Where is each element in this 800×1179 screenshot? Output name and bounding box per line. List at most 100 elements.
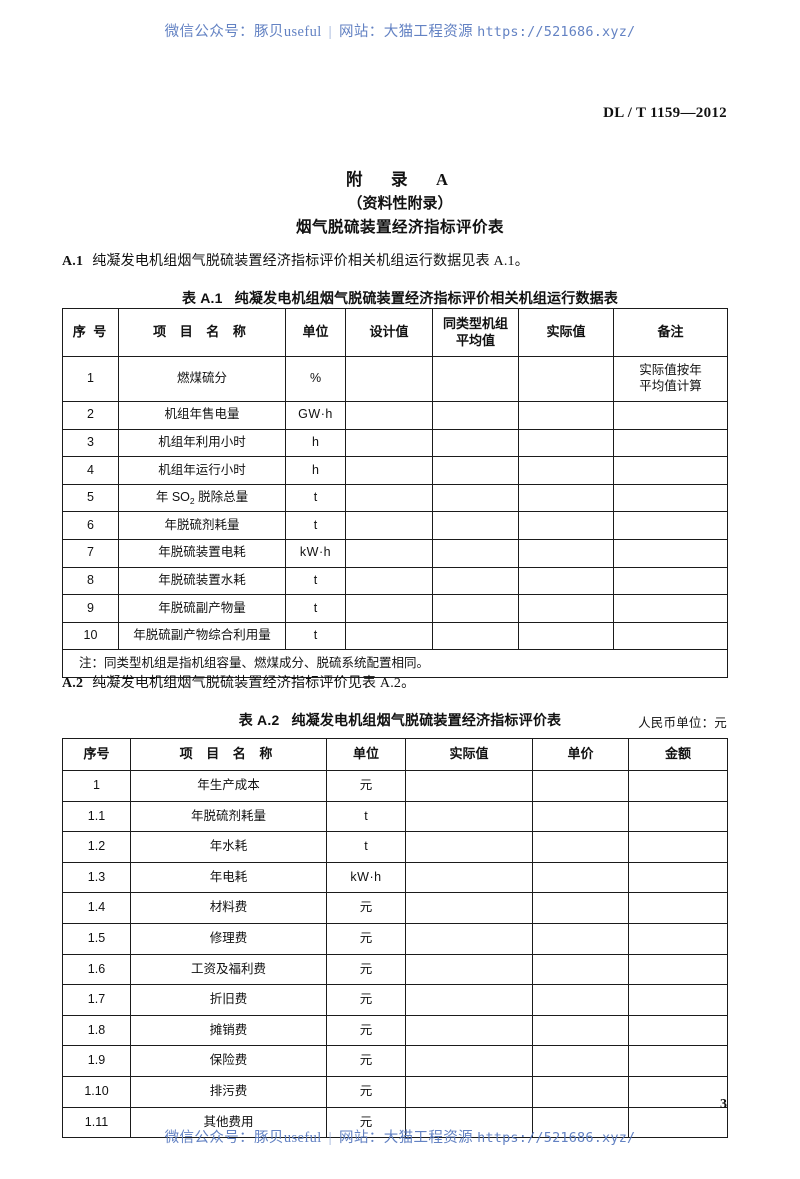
annex-subtitle: （资料性附录）: [347, 195, 453, 212]
watermark-top: 微信公众号：豚贝useful | 网站：大猫工程资源 https://521686.…: [0, 20, 800, 41]
cell-item: 机组年运行小时: [118, 456, 286, 485]
cell-actual: [405, 1045, 533, 1077]
table-a2-caption-number: 表 A.2: [238, 712, 280, 728]
col-header-actual: 实际值: [518, 308, 614, 357]
cell-average: [432, 511, 519, 540]
col-header-design: 设计值: [345, 308, 433, 357]
cell-item: 年脱硫装置电耗: [118, 538, 286, 568]
cell-seq: 1.4: [62, 892, 131, 924]
cell-seq: 1: [62, 770, 131, 802]
cell-price: [532, 1045, 629, 1077]
table-row: 3 机组年利用小时 h: [62, 428, 728, 458]
cell-design: [345, 621, 433, 651]
cell-seq: 7: [62, 538, 119, 568]
watermark-separator: |: [328, 24, 332, 40]
cell-item: 其他费用: [130, 1106, 327, 1139]
cell-amount: [628, 770, 728, 802]
watermark-wechat-name: 豚贝useful: [254, 1130, 322, 1146]
col-header-item: 项 目 名 称: [130, 738, 327, 771]
cell-amount: [628, 1075, 728, 1108]
table-row: 1.10 排污费 元: [62, 1075, 728, 1108]
cell-average: [432, 401, 519, 430]
table-row: 1.9 保险费 元: [62, 1045, 728, 1077]
table-row: 1.1 年脱硫剂耗量 t: [62, 800, 728, 833]
table-a1-caption-number: 表 A.1: [181, 290, 223, 306]
table-a2-caption-text: 纯凝发电机组烟气脱硫装置经济指标评价表: [291, 712, 562, 728]
cell-price: [532, 861, 629, 894]
cell-price: [532, 1014, 629, 1047]
table-row: 1 燃煤硫分 % 实际值按年 平均值计算: [62, 356, 728, 402]
cell-unit: GW·h: [285, 401, 346, 430]
table-a1-header-row: 序 号 项 目 名 称 单位 设计值 同类型机组 平均值 实际值 备注: [62, 308, 728, 357]
cell-unit: 元: [326, 984, 406, 1016]
cell-price: [532, 922, 629, 955]
cell-actual: [518, 594, 614, 623]
cell-item: 修理费: [130, 922, 327, 955]
cell-item: 年电耗: [130, 861, 327, 894]
cell-actual: [405, 1106, 533, 1139]
annex-name: 烟气脱硫装置经济指标评价表: [295, 219, 504, 236]
cell-price: [532, 831, 629, 863]
cell-unit: t: [285, 621, 346, 651]
table-a1-caption: 表 A.1 纯凝发电机组烟气脱硫装置经济指标评价相关机组运行数据表: [0, 288, 800, 308]
table-row: 1.3 年电耗 kW·h: [62, 861, 728, 894]
cell-design: [345, 594, 433, 623]
cell-unit: 元: [326, 1014, 406, 1047]
cell-unit: t: [285, 566, 346, 596]
table-row: 1.6 工资及福利费 元: [62, 953, 728, 986]
table-row: 6 年脱硫剂耗量 t: [62, 511, 728, 540]
cell-price: [532, 1106, 629, 1139]
cell-actual: [518, 456, 614, 485]
table-row: 2 机组年售电量 GW·h: [62, 401, 728, 430]
cell-actual: [518, 621, 614, 651]
table-a1-note-row: 注：同类型机组是指机组容量、燃煤成分、脱硫系统配置相同。: [62, 649, 728, 679]
cell-item: 年脱硫剂耗量: [130, 800, 327, 833]
cell-unit: t: [285, 511, 346, 540]
cell-actual: [518, 483, 614, 513]
cell-unit: 元: [326, 892, 406, 924]
watermark-wechat-label: 微信公众号：: [164, 24, 255, 40]
cell-design: [345, 483, 433, 513]
cell-seq: 1.3: [62, 861, 131, 894]
cell-item: 年生产成本: [130, 770, 327, 802]
cell-actual: [405, 953, 533, 986]
col-header-price: 单价: [532, 738, 629, 771]
table-a2-caption: 表 A.2 纯凝发电机组烟气脱硫装置经济指标评价表: [0, 710, 800, 730]
cell-price: [532, 953, 629, 986]
cell-seq: 1.5: [62, 922, 131, 955]
cell-price: [532, 892, 629, 924]
cell-seq: 1.2: [62, 831, 131, 863]
cell-unit: 元: [326, 922, 406, 955]
cell-unit: 元: [326, 770, 406, 802]
clause-a1-number: A.1: [62, 254, 84, 269]
cell-item: 燃煤硫分: [118, 356, 286, 402]
cell-item: 工资及福利费: [130, 953, 327, 986]
table-row: 1.8 摊销费 元: [62, 1014, 728, 1047]
watermark-site-name: 大猫工程资源: [383, 24, 474, 40]
table-row: 10 年脱硫副产物综合利用量 t: [62, 621, 728, 651]
col-header-item: 项 目 名 称: [118, 308, 286, 357]
cell-average: [432, 594, 519, 623]
cell-item: 年脱硫副产物综合利用量: [118, 621, 286, 651]
table-row: 1.4 材料费 元: [62, 892, 728, 924]
cell-design: [345, 456, 433, 485]
subscript-2: 2: [189, 495, 195, 506]
cell-seq: 6: [62, 511, 119, 540]
table-row: 1.2 年水耗 t: [62, 831, 728, 863]
col-header-remark: 备注: [613, 308, 728, 357]
cell-item: 保险费: [130, 1045, 327, 1077]
cell-average: [432, 356, 519, 402]
cell-amount: [628, 831, 728, 863]
col-header-seq: 序 号: [62, 308, 119, 357]
watermark-site-name: 大猫工程资源: [383, 1130, 474, 1146]
clause-a2-text: 纯凝发电机组烟气脱硫装置经济指标评价见表 A.2。: [92, 676, 416, 691]
cell-item: 机组年售电量: [118, 401, 286, 430]
cell-actual: [518, 356, 614, 402]
cell-unit: t: [285, 594, 346, 623]
cell-remark: [613, 456, 728, 485]
clause-a1: A.1 纯凝发电机组烟气脱硫装置经济指标评价相关机组运行数据见表 A.1。: [62, 250, 529, 270]
watermark-site-label: 网站：: [338, 1130, 384, 1146]
table-row: 7 年脱硫装置电耗 kW·h: [62, 538, 728, 568]
cell-seq: 1.11: [62, 1106, 131, 1139]
cell-actual: [405, 922, 533, 955]
